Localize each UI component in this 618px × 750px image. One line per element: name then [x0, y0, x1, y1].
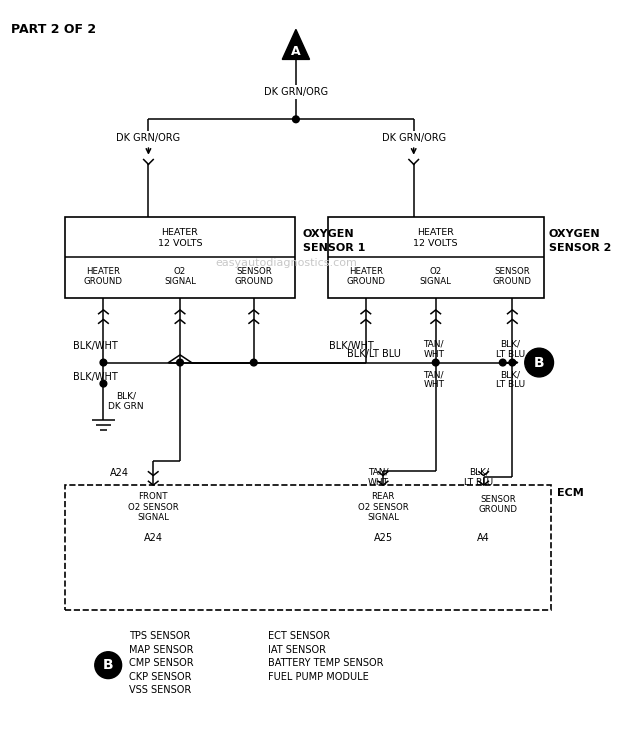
- Circle shape: [100, 359, 107, 366]
- Circle shape: [433, 359, 439, 366]
- Circle shape: [525, 348, 554, 377]
- Text: BATTERY TEMP SENSOR: BATTERY TEMP SENSOR: [268, 658, 384, 668]
- Text: REAR
O2 SENSOR
SIGNAL: REAR O2 SENSOR SIGNAL: [358, 492, 408, 522]
- Text: PART 2 OF 2: PART 2 OF 2: [12, 22, 96, 36]
- Text: SENSOR 2: SENSOR 2: [549, 243, 611, 253]
- Text: BLK/WHT: BLK/WHT: [73, 372, 117, 382]
- Text: SENSOR
GROUND: SENSOR GROUND: [493, 267, 532, 286]
- Text: A24: A24: [110, 468, 129, 478]
- Text: BLK/
LT BLU: BLK/ LT BLU: [496, 340, 525, 358]
- Text: MAP SENSOR: MAP SENSOR: [129, 645, 194, 655]
- Text: FUEL PUMP MODULE: FUEL PUMP MODULE: [268, 672, 369, 682]
- Text: TAN/
WHT: TAN/ WHT: [423, 370, 444, 389]
- Text: OXYGEN: OXYGEN: [303, 230, 354, 239]
- Text: DK GRN/ORG: DK GRN/ORG: [116, 134, 180, 143]
- Text: OXYGEN: OXYGEN: [549, 230, 600, 239]
- Text: TAN/
WHT: TAN/ WHT: [423, 340, 444, 358]
- Text: BLK/WHT: BLK/WHT: [329, 341, 374, 351]
- Text: CMP SENSOR: CMP SENSOR: [129, 658, 194, 668]
- Text: DK GRN/ORG: DK GRN/ORG: [264, 88, 328, 98]
- Text: SENSOR 1: SENSOR 1: [303, 243, 365, 253]
- Text: TPS SENSOR: TPS SENSOR: [129, 632, 191, 641]
- Circle shape: [177, 359, 184, 366]
- Text: HEATER
GROUND: HEATER GROUND: [84, 267, 123, 286]
- Text: IAT SENSOR: IAT SENSOR: [268, 645, 326, 655]
- Text: BLK/
LT BLU: BLK/ LT BLU: [496, 370, 525, 389]
- Text: ECT SENSOR: ECT SENSOR: [268, 632, 330, 641]
- Text: O2
SIGNAL: O2 SIGNAL: [164, 267, 196, 286]
- Circle shape: [499, 359, 506, 366]
- Text: O2
SIGNAL: O2 SIGNAL: [420, 267, 452, 286]
- Text: FRONT
O2 SENSOR
SIGNAL: FRONT O2 SENSOR SIGNAL: [128, 492, 179, 522]
- Text: ECM: ECM: [557, 488, 584, 498]
- Polygon shape: [282, 29, 310, 59]
- Text: BLK/LT BLU: BLK/LT BLU: [347, 349, 400, 359]
- Text: A: A: [291, 45, 301, 58]
- Circle shape: [509, 359, 515, 366]
- Text: B: B: [103, 658, 114, 672]
- Text: VSS SENSOR: VSS SENSOR: [129, 685, 192, 695]
- Text: A25: A25: [373, 532, 392, 543]
- Text: BLK/WHT: BLK/WHT: [73, 341, 117, 351]
- Bar: [328, 217, 544, 298]
- Text: BLK/
DK GRN: BLK/ DK GRN: [108, 392, 144, 410]
- Text: DK GRN/ORG: DK GRN/ORG: [382, 134, 446, 143]
- Text: SENSOR
GROUND: SENSOR GROUND: [234, 267, 273, 286]
- Circle shape: [250, 359, 257, 366]
- Text: TAN/
WHT: TAN/ WHT: [368, 468, 389, 488]
- Text: CKP SENSOR: CKP SENSOR: [129, 672, 192, 682]
- Text: HEATER
12 VOLTS: HEATER 12 VOLTS: [158, 228, 202, 248]
- Text: BLK/
LT BLU: BLK/ LT BLU: [464, 468, 493, 488]
- Circle shape: [100, 380, 107, 387]
- Text: A4: A4: [477, 532, 490, 543]
- Bar: [65, 485, 551, 610]
- Text: B: B: [534, 356, 544, 370]
- Text: easyautodiagnostics.com: easyautodiagnostics.com: [216, 258, 357, 268]
- Circle shape: [95, 652, 122, 679]
- Text: HEATER
GROUND: HEATER GROUND: [346, 267, 385, 286]
- Text: A24: A24: [144, 532, 163, 543]
- Circle shape: [292, 116, 299, 123]
- Text: HEATER
12 VOLTS: HEATER 12 VOLTS: [413, 228, 458, 248]
- Text: SENSOR
GROUND: SENSOR GROUND: [478, 494, 517, 514]
- Bar: [65, 217, 295, 298]
